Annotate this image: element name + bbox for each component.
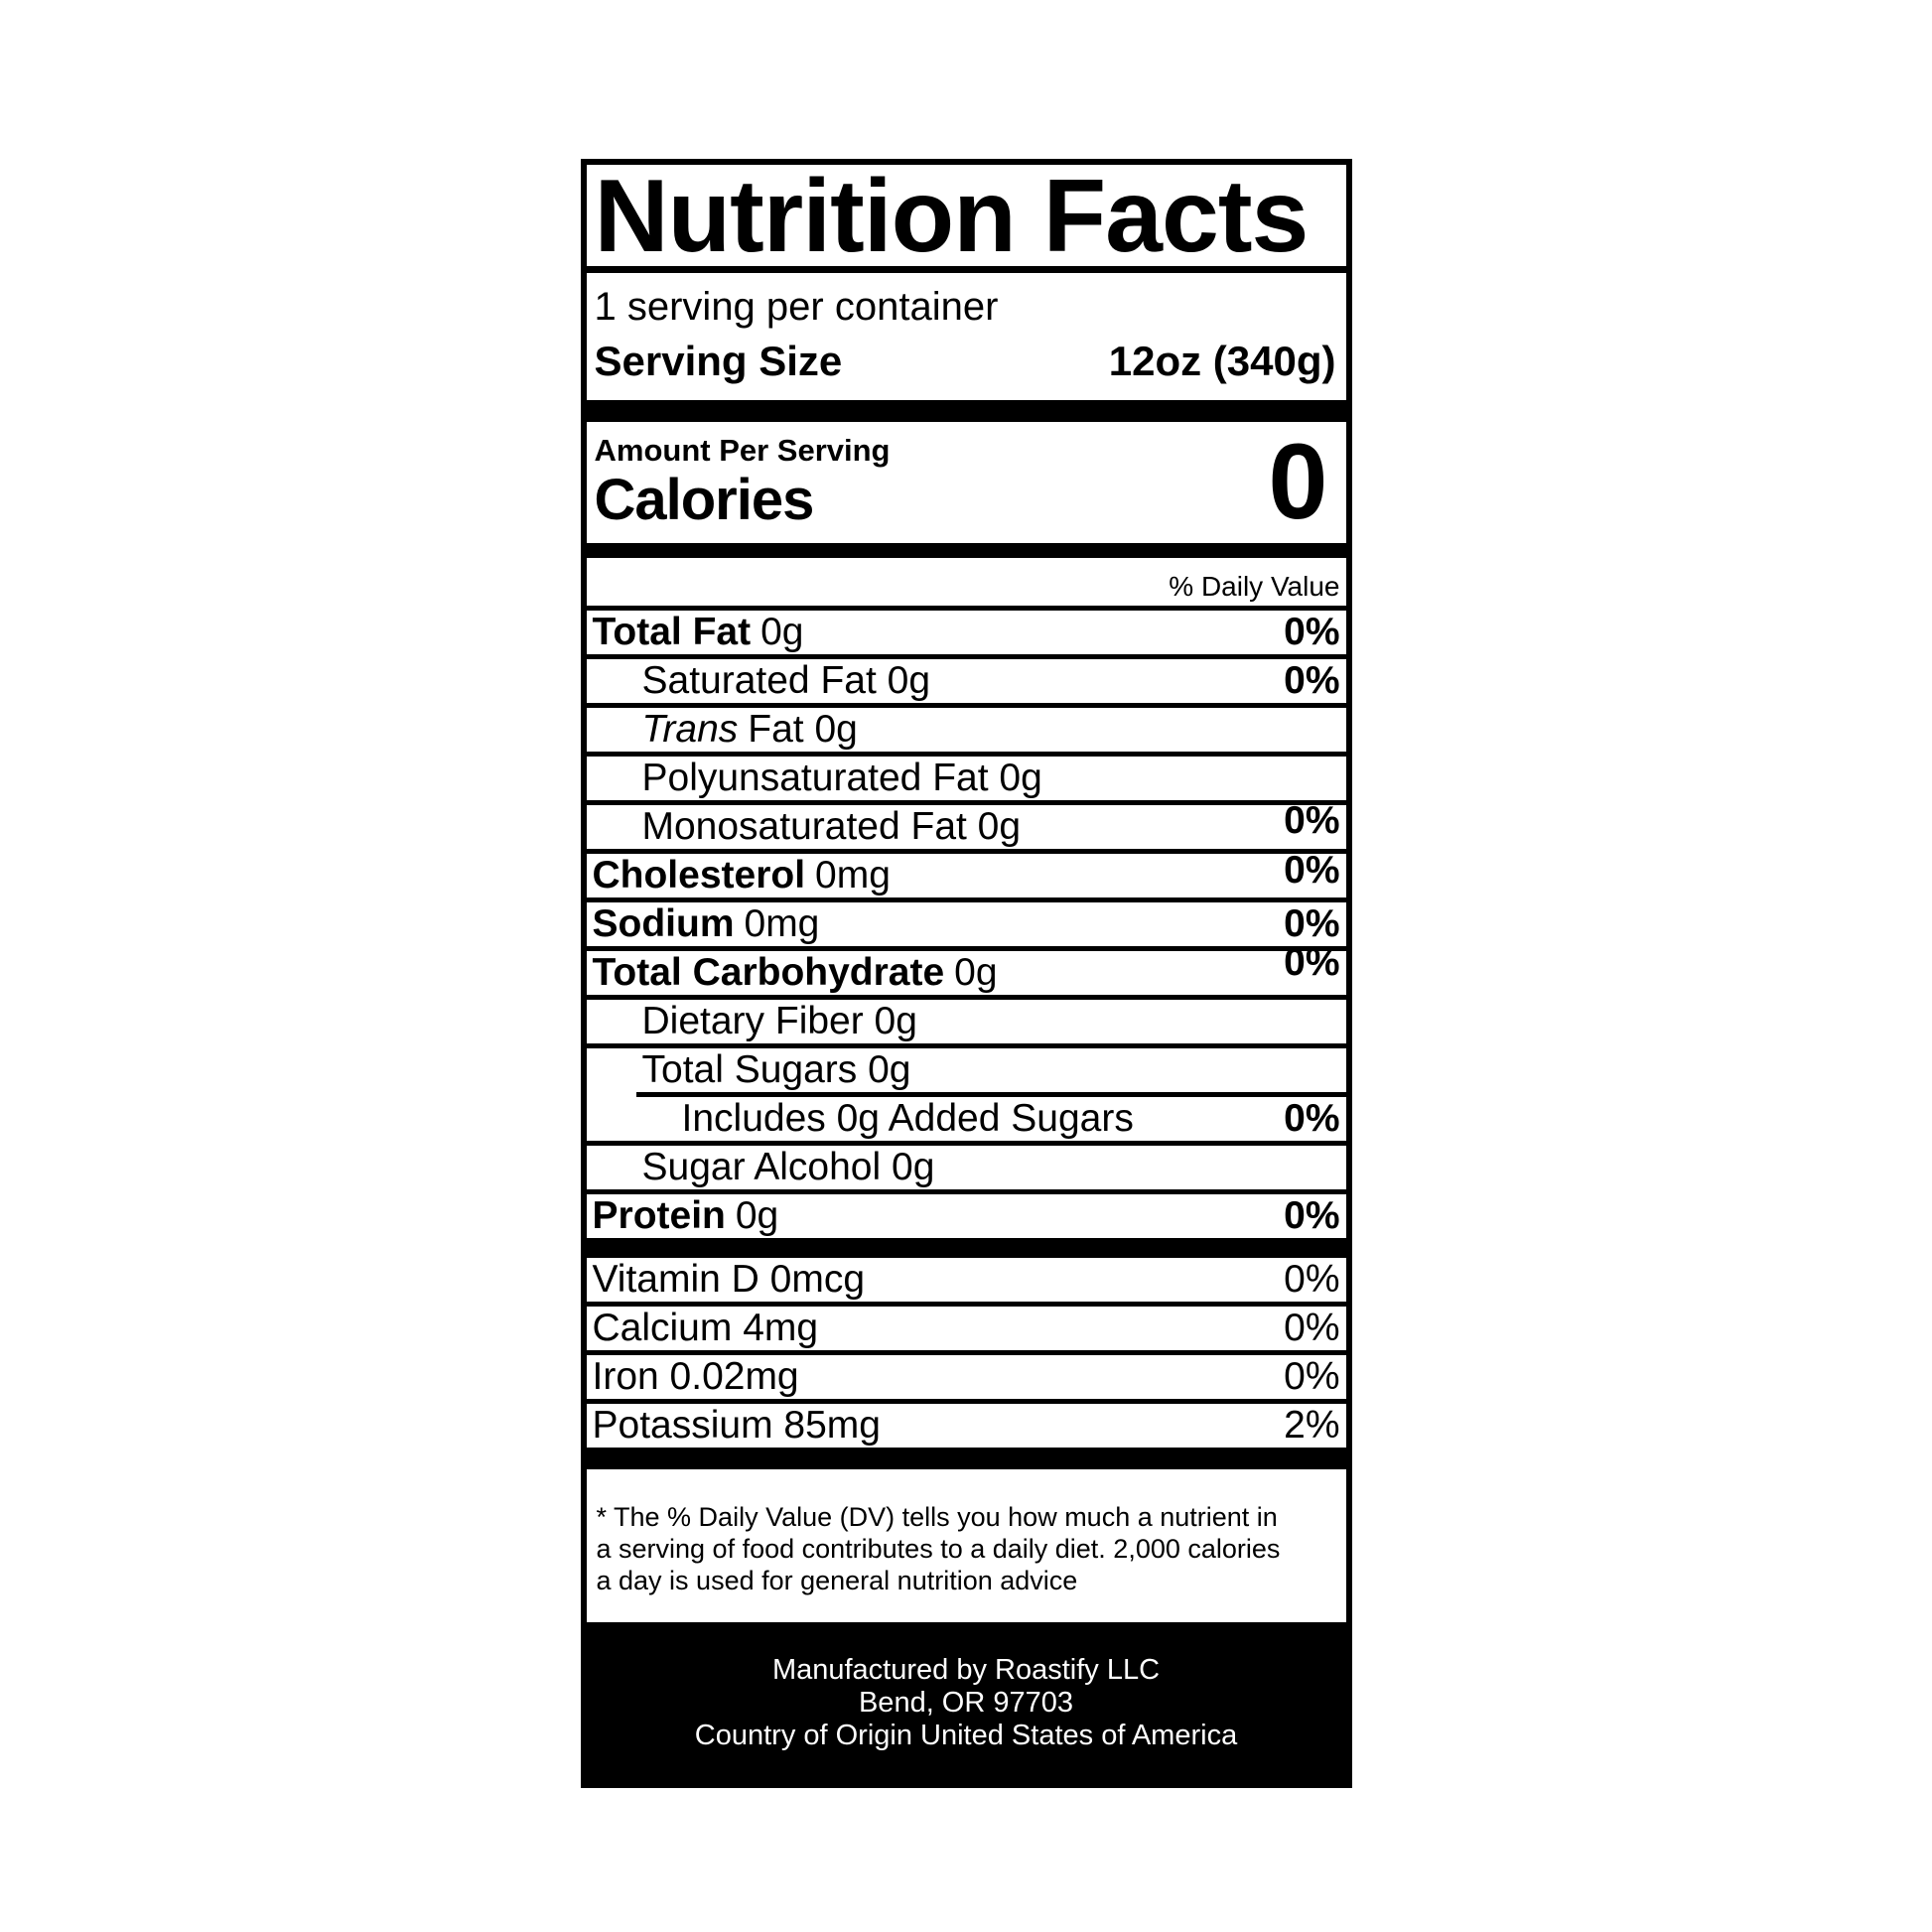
nutrient-row-vitamin-d: Vitamin D 0mcg 0% [586,1258,1346,1307]
nutrient-label: Dietary Fiber 0g [641,1000,917,1042]
indented-separator [635,1092,1346,1097]
manufacturer-info: Manufactured by Roastify LLC Bend, OR 97… [586,1622,1346,1782]
nutrient-label: Sodium 0mg [592,902,820,945]
footnote-line: * The % Daily Value (DV) tells you how m… [596,1502,1278,1532]
nutrient-row-saturated-fat: Saturated Fat 0g 0% [586,659,1346,708]
nutrient-label: Includes 0g Added Sugars [681,1097,1134,1140]
nutrition-facts-label: Nutrition Facts 1 serving per container … [580,159,1352,1788]
nutrient-label: Trans Fat 0g [641,708,858,751]
nutrient-row-added-sugars: Includes 0g Added Sugars 0% [586,1097,1346,1146]
nutrient-label: Total Sugars 0g [641,1048,911,1091]
calories-section: Amount Per Serving Calories 0 [587,422,1346,543]
nutrient-row-potassium: Potassium 85mg 2% [587,1404,1346,1448]
daily-value-header: % Daily Value [586,558,1346,611]
nutrient-label: Sugar Alcohol 0g [641,1146,935,1188]
daily-value-header-text: % Daily Value [1169,571,1340,602]
nutrient-label: Potassium 85mg [592,1404,881,1447]
nutrient-percent: 0% [1284,1355,1340,1398]
nutrient-percent: 2% [1284,1404,1340,1447]
nutrient-percent: 0% [1284,1307,1340,1349]
nutrient-label: Saturated Fat 0g [641,659,931,702]
nutrient-label: Total Fat 0g [592,611,804,653]
nutrient-rows: Total Fat 0g 0% Saturated Fat 0g 0% Trans… [586,611,1346,1238]
servings-per-container: 1 serving per container [594,285,999,329]
footnote-line: a day is used for general nutrition advi… [596,1566,1078,1595]
nutrient-row-total-fat: Total Fat 0g 0% [586,611,1346,659]
mineral-rows: Vitamin D 0mcg 0% Calcium 4mg 0% Iron 0.… [586,1258,1346,1448]
nutrient-label: Calcium 4mg [592,1307,819,1349]
nutrient-percent: 0% [1284,1097,1340,1140]
manufacturer-line: Bend, OR 97703 [858,1687,1074,1719]
manufacturer-line: Country of Origin United States of Ameri… [694,1720,1238,1751]
amount-per-serving-label: Amount Per Serving [594,433,891,468]
nutrient-percent: 0% [1284,799,1340,842]
nutrient-row-monosaturated-fat: Monosaturated Fat 0g 0% [586,799,1346,854]
calories-label: Calories [594,468,815,532]
serving-section: 1 serving per container Serving Size 12o… [587,273,1346,400]
nutrient-row-sodium: Sodium 0mg 0% [586,902,1346,951]
nutrient-row-sugar-alcohol: Sugar Alcohol 0g [586,1146,1346,1194]
nutrient-percent: 0% [1284,611,1340,653]
daily-value-footnote: * The % Daily Value (DV) tells you how m… [587,1469,1346,1622]
nutrient-percent: 0% [1284,941,1340,984]
nutrient-percent: 0% [1284,1194,1340,1237]
nutrient-label: Cholesterol 0mg [592,854,891,897]
section-divider-bar [586,1448,1346,1469]
nutrient-row-protein: Protein 0g 0% [587,1194,1346,1238]
footnote-line: a serving of food contributes to a daily… [596,1534,1281,1564]
nutrient-label: Polyunsaturated Fat 0g [641,757,1042,799]
nutrient-label: Monosaturated Fat 0g [641,805,1022,848]
manufacturer-line: Manufactured by Roastify LLC [771,1654,1161,1686]
nutrient-percent: 0% [1284,849,1340,892]
serving-size-value: 12oz (340g) [1108,338,1336,384]
nutrient-row-calcium: Calcium 4mg 0% [586,1307,1346,1355]
serving-size-label: Serving Size [594,338,843,384]
nutrient-label: Total Carbohydrate 0g [592,951,998,994]
section-divider-bar [586,400,1346,422]
section-divider-bar [586,1238,1346,1258]
nutrient-percent: 0% [1284,659,1340,702]
nutrient-label: Vitamin D 0mcg [592,1258,866,1301]
section-divider-bar [586,543,1346,558]
nutrient-row-trans-fat: Trans Fat 0g [586,708,1346,757]
nutrient-row-total-carbohydrate: Total Carbohydrate 0g 0% [586,941,1346,1000]
nutrient-percent: 0% [1284,902,1340,945]
nutrient-row-total-sugars: Total Sugars 0g [587,1048,1346,1097]
nutrient-row-cholesterol: Cholesterol 0mg 0% [586,849,1346,902]
serving-size-row: Serving Size 12oz (340g) [595,337,1336,386]
label-title: Nutrition Facts [586,165,1346,273]
nutrient-row-iron: Iron 0.02mg 0% [586,1355,1346,1404]
calories-value: 0 [1268,421,1328,541]
nutrient-row-dietary-fiber: Dietary Fiber 0g [586,1000,1346,1048]
nutrient-percent: 0% [1284,1258,1340,1301]
nutrient-label: Protein 0g [592,1194,779,1237]
nutrient-label: Iron 0.02mg [592,1355,799,1398]
nutrient-row-polyunsaturated-fat: Polyunsaturated Fat 0g [586,757,1346,805]
